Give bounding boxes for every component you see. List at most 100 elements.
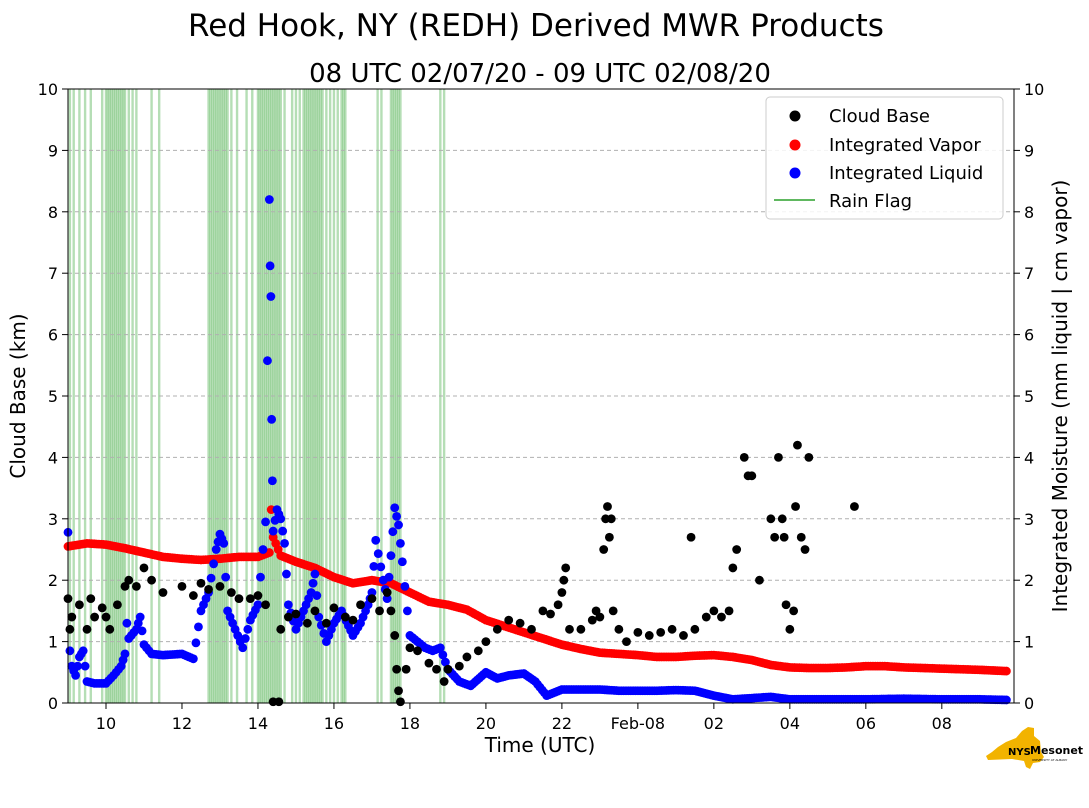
new-york-state-shape: [986, 727, 1044, 769]
cloud-base-point: [587, 615, 597, 625]
legend-marker-cloud-base: [789, 110, 801, 122]
integrated-liquid-point: [65, 646, 75, 656]
cloud-base-point: [504, 615, 514, 625]
integrated-liquid-point: [394, 520, 403, 530]
cloud-base-point: [188, 591, 198, 600]
integrated-liquid-point: [438, 650, 448, 660]
cloud-base-point: [158, 588, 168, 597]
cloud-base-point: [774, 453, 783, 462]
cloud-base-point: [791, 502, 800, 511]
cloud-base-point: [553, 600, 563, 610]
integrated-liquid-point: [221, 572, 231, 582]
y-tick-label-right: 7: [1024, 264, 1034, 283]
y-tick-label-left: 3: [48, 510, 58, 529]
y-tick-label-right: 4: [1024, 448, 1034, 467]
integrated-liquid-point: [308, 578, 318, 588]
integrated-liquid-point: [371, 535, 381, 545]
integrated-liquid-point: [382, 594, 392, 604]
legend: Cloud Base Integrated Vapor Integrated L…: [765, 96, 1004, 220]
integrated-liquid-point: [120, 649, 130, 659]
integrated-liquid-point: [135, 612, 145, 622]
cloud-base-point: [274, 697, 284, 707]
integrated-liquid-point: [266, 292, 276, 301]
cloud-base-point: [565, 624, 574, 634]
integrated-liquid-point: [263, 356, 272, 366]
integrated-liquid-point: [392, 511, 402, 521]
cloud-base-point: [215, 581, 225, 591]
cloud-base-point: [401, 664, 411, 674]
integrated-liquid-point: [194, 622, 203, 632]
cloud-base-point: [462, 652, 472, 662]
y-tick-label-left: 5: [48, 387, 58, 406]
cloud-base-point: [557, 588, 567, 597]
logo-text-sub: UNIVERSITY AT ALBANY: [1032, 758, 1067, 762]
cloud-base-point: [785, 624, 795, 634]
cloud-base-point: [800, 545, 810, 554]
cloud-base-point: [546, 609, 555, 619]
cloud-base-point: [382, 588, 392, 597]
integrated-liquid-point: [310, 569, 320, 579]
cloud-base-point: [276, 624, 286, 634]
y-tick-label-left: 10: [38, 80, 58, 99]
integrated-liquid-point: [209, 559, 219, 569]
y-tick-label-right: 10: [1024, 80, 1044, 99]
chart-subtitle: 08 UTC 02/07/20 - 09 UTC 02/08/20: [309, 59, 771, 89]
cloud-base-point: [492, 624, 502, 634]
nys-mesonet-logo: NYS Mesonet UNIVERSITY AT ALBANY: [986, 727, 1083, 769]
y-tick-label-right: 9: [1024, 141, 1034, 160]
integrated-liquid-point: [435, 643, 445, 653]
cloud-base-point: [302, 618, 312, 628]
y-tick-label-right: 1: [1024, 633, 1034, 652]
cloud-base-point: [576, 624, 586, 634]
integrated-liquid-point: [191, 638, 201, 648]
axis-layer: 10 12 14 16 18 20 22 Feb-08 02 04 06 080 01 12 23 34 45 5…: [38, 80, 1045, 733]
integrated-liquid-point: [238, 643, 248, 653]
cloud-base-point: [747, 471, 757, 481]
y-tick-label-left: 9: [48, 141, 58, 160]
cloud-base-point: [633, 627, 643, 637]
legend-label-cloud-base: Cloud Base: [829, 106, 930, 127]
x-tick-label: 08: [932, 714, 952, 733]
integrated-liquid-series: [63, 195, 1011, 705]
cloud-base-point: [728, 563, 738, 573]
x-tick-label: 06: [856, 714, 876, 733]
x-axis-label: Time (UTC): [484, 733, 596, 757]
logo-text-prefix: NYS: [1008, 747, 1031, 758]
cloud-base-point: [310, 606, 320, 616]
y-tick-label-left: 0: [48, 694, 58, 713]
integrated-liquid-point: [265, 261, 275, 271]
integrated-liquid-point: [1002, 695, 1011, 705]
cloud-base-point: [291, 609, 301, 619]
cloud-base-point: [86, 594, 96, 604]
cloud-base-point: [177, 581, 187, 591]
cloud-base-point: [375, 606, 384, 616]
cloud-base-point: [599, 545, 609, 554]
legend-marker-integrated-liquid: [789, 167, 801, 179]
cloud-base-point: [90, 612, 99, 622]
cloud-base-point: [622, 637, 631, 646]
cloud-base-point: [424, 658, 434, 668]
y-tick-label-right: 0: [1024, 694, 1034, 713]
integrated-liquid-point: [440, 657, 450, 667]
cloud-base-point: [124, 575, 134, 585]
cloud-base-point: [724, 606, 734, 616]
legend-frame: [765, 96, 1004, 220]
cloud-base-point: [527, 624, 536, 634]
cloud-base-point: [356, 600, 365, 610]
integrated-liquid-point: [219, 538, 229, 548]
x-tick-label: 16: [324, 714, 344, 733]
integrated-vapor-point: [1002, 666, 1011, 676]
x-tick-label: 04: [780, 714, 800, 733]
cloud-base-point: [329, 603, 339, 613]
integrated-liquid-point: [278, 526, 288, 536]
cloud-base-point: [105, 624, 115, 634]
integrated-liquid-point: [137, 626, 147, 636]
integrated-liquid-point: [78, 646, 88, 656]
integrated-liquid-point: [243, 624, 253, 634]
cloud-base-point: [656, 627, 666, 637]
y-axis-label-right: Integrated Moisture (mm liquid | cm vapo…: [1048, 180, 1072, 613]
cloud-base-point: [196, 578, 206, 588]
cloud-base-point: [614, 624, 624, 634]
cloud-base-point: [473, 646, 483, 656]
cloud-base-point: [739, 453, 749, 462]
